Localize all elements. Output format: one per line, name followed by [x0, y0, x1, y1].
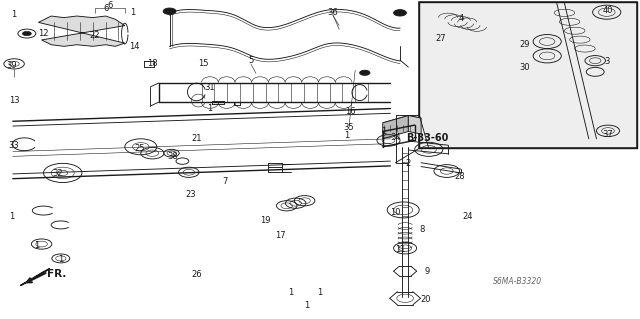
- Text: 31: 31: [205, 83, 215, 92]
- Text: 1: 1: [207, 104, 212, 113]
- Text: S6MA-B3320: S6MA-B3320: [493, 277, 541, 286]
- Text: 34: 34: [390, 133, 401, 142]
- Text: 17: 17: [275, 231, 285, 240]
- Text: 25: 25: [134, 144, 145, 153]
- Text: 1: 1: [9, 212, 14, 221]
- Text: 8: 8: [420, 225, 425, 234]
- Text: 38: 38: [168, 152, 178, 161]
- Text: 10: 10: [390, 208, 401, 217]
- Text: 6: 6: [103, 4, 108, 12]
- Text: 7: 7: [223, 177, 228, 186]
- Polygon shape: [383, 115, 408, 139]
- Text: 33: 33: [9, 141, 19, 150]
- Polygon shape: [383, 115, 421, 125]
- Text: 35: 35: [344, 123, 354, 132]
- Text: 16: 16: [346, 107, 356, 116]
- Text: 11: 11: [395, 245, 405, 254]
- Polygon shape: [38, 16, 125, 46]
- Text: 13: 13: [9, 96, 19, 105]
- Text: 6: 6: [108, 1, 113, 10]
- Text: 32: 32: [52, 169, 63, 178]
- Polygon shape: [20, 269, 50, 286]
- Text: 14: 14: [129, 42, 140, 51]
- Text: 1: 1: [130, 8, 135, 17]
- Text: 12: 12: [38, 29, 49, 38]
- Text: 24: 24: [462, 212, 472, 221]
- Text: 5: 5: [248, 56, 253, 65]
- Text: 1: 1: [317, 288, 323, 297]
- Text: 29: 29: [520, 40, 530, 49]
- Text: 18: 18: [147, 59, 157, 68]
- Text: 3: 3: [604, 57, 609, 66]
- Text: 23: 23: [186, 190, 196, 199]
- Text: 40: 40: [603, 6, 613, 15]
- Circle shape: [360, 70, 370, 75]
- Text: 1: 1: [12, 10, 17, 19]
- Polygon shape: [408, 115, 421, 134]
- Text: 15: 15: [198, 59, 209, 68]
- Text: FR.: FR.: [47, 269, 66, 279]
- Text: 1: 1: [305, 301, 310, 310]
- Text: 19: 19: [260, 216, 271, 225]
- Text: 9: 9: [425, 267, 430, 276]
- Text: 1: 1: [58, 256, 63, 264]
- Bar: [419, 2, 637, 148]
- Text: 21: 21: [192, 134, 202, 143]
- Text: 39: 39: [6, 61, 17, 70]
- Circle shape: [394, 10, 406, 16]
- Text: B-33-60: B-33-60: [406, 133, 449, 143]
- Text: 20: 20: [420, 295, 431, 304]
- Text: 37: 37: [603, 130, 613, 139]
- Text: 1: 1: [344, 131, 349, 140]
- Text: 2: 2: [406, 159, 411, 168]
- Circle shape: [22, 31, 31, 36]
- Text: 1: 1: [35, 241, 40, 250]
- Text: 27: 27: [435, 34, 445, 43]
- Text: 1: 1: [289, 288, 294, 297]
- Text: 26: 26: [192, 271, 202, 279]
- Text: 30: 30: [520, 63, 530, 71]
- Text: 28: 28: [454, 172, 465, 181]
- Text: 1: 1: [381, 127, 387, 136]
- Text: 4: 4: [458, 14, 463, 23]
- Circle shape: [163, 8, 176, 14]
- Text: 36: 36: [328, 8, 338, 17]
- Text: 22: 22: [90, 31, 100, 40]
